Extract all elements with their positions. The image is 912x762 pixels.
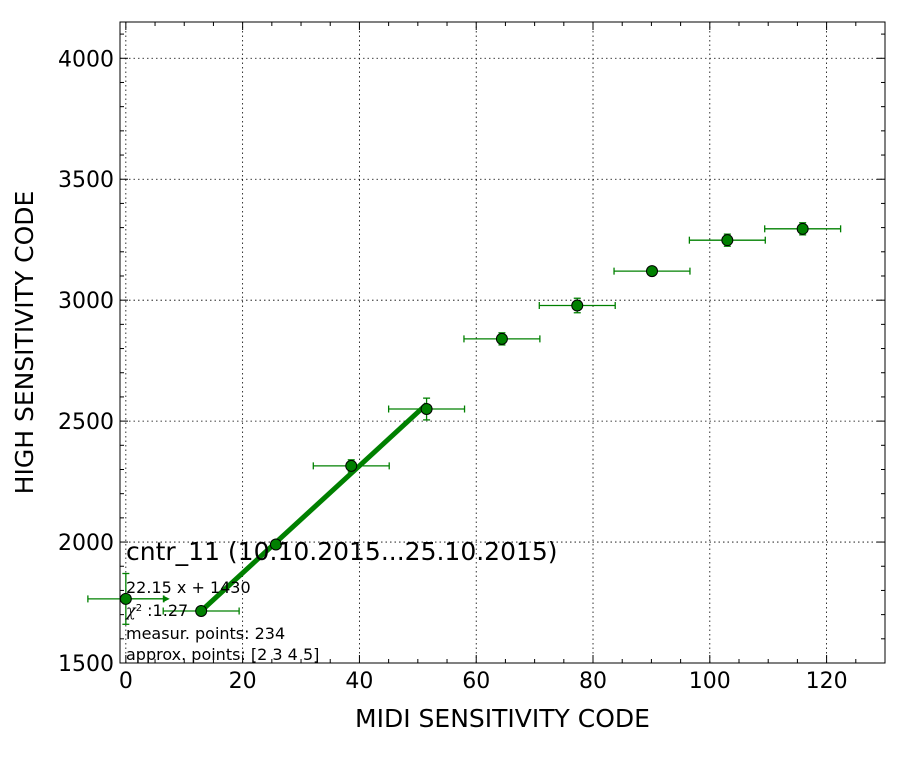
tick-marks xyxy=(120,22,885,664)
data-point xyxy=(796,222,809,235)
annotation-measured-points: measur. points: 234 xyxy=(126,624,285,643)
x-tick-label: 120 xyxy=(806,669,848,694)
annotation-block: cntr_11 (10.10.2015...25.10.2015) 22.15 … xyxy=(125,537,558,664)
y-tick-label: 2000 xyxy=(58,531,114,556)
annotation-chi-square: χ2 :1.27 xyxy=(125,601,188,620)
x-tick-label: 40 xyxy=(345,669,373,694)
data-point xyxy=(721,234,734,247)
y-tick-label: 3000 xyxy=(58,289,114,314)
data-point xyxy=(269,538,282,551)
fit-line-layer xyxy=(199,402,429,613)
data-point xyxy=(195,604,208,617)
arrow-head xyxy=(162,595,170,603)
annotation-approx-points: approx. points: [2 3 4 5] xyxy=(126,645,319,664)
y-tick-label: 3500 xyxy=(58,168,114,193)
fit-line xyxy=(199,402,429,613)
data-point xyxy=(345,459,358,472)
data-point xyxy=(645,265,658,278)
y-tick-label: 2500 xyxy=(58,410,114,435)
x-tick-label: 60 xyxy=(462,669,490,694)
chi-value: :1.27 xyxy=(142,601,188,620)
chi-superscript: 2 xyxy=(136,603,142,614)
tick-labels: 0 20 40 60 80 100 120 1500 2000 2500 3000 3500 4000 xyxy=(58,47,848,694)
grid xyxy=(120,22,885,664)
data-points xyxy=(119,222,809,617)
annotation-title: cntr_11 (10.10.2015...25.10.2015) xyxy=(126,537,558,566)
plot-area-frame xyxy=(119,21,886,664)
y-tick-label: 1500 xyxy=(58,652,114,677)
x-tick-label: 20 xyxy=(229,669,257,694)
data-point xyxy=(571,299,584,312)
data-point xyxy=(420,403,433,416)
y-tick-label: 4000 xyxy=(58,47,114,72)
x-tick-label: 100 xyxy=(689,669,731,694)
x-tick-label: 0 xyxy=(119,669,133,694)
x-tick-label: 80 xyxy=(579,669,607,694)
y-axis-label: HIGH SENSITIVITY CODE xyxy=(10,191,39,495)
annotation-fit-equation: 22.15 x + 1430 xyxy=(126,578,251,597)
data-point xyxy=(495,332,508,345)
chi-symbol: χ xyxy=(125,601,137,620)
x-axis-label: MIDI SENSITIVITY CODE xyxy=(355,704,650,733)
